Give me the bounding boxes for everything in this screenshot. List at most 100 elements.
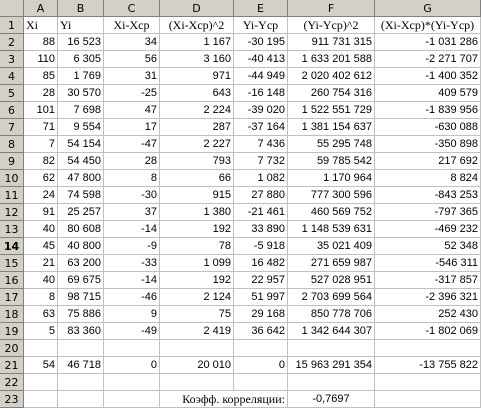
cell-d10[interactable]: 66: [160, 170, 234, 187]
cell-f16[interactable]: 527 028 951: [288, 272, 375, 289]
cell-f21[interactable]: 15 963 291 354: [288, 357, 375, 374]
cell-g11[interactable]: -843 253: [375, 187, 481, 204]
cell-f9[interactable]: 59 785 542: [288, 153, 375, 170]
cell-b10[interactable]: 47 800: [58, 170, 104, 187]
cell-g16[interactable]: -317 857: [375, 272, 481, 289]
cell-f5[interactable]: 260 754 316: [288, 85, 375, 102]
cell-e10[interactable]: 1 082: [234, 170, 288, 187]
select-all-corner[interactable]: [0, 0, 24, 17]
cell-d15[interactable]: 1 099: [160, 255, 234, 272]
cell-d16[interactable]: 192: [160, 272, 234, 289]
cell-g4[interactable]: -1 400 352: [375, 68, 481, 85]
cell-g22[interactable]: [375, 374, 481, 391]
cell-b8[interactable]: 54 154: [58, 136, 104, 153]
cell-b5[interactable]: 30 570: [58, 85, 104, 102]
cell-e1[interactable]: Yi-Yср: [234, 17, 288, 34]
cell-a7[interactable]: 71: [24, 119, 58, 136]
cell-g23[interactable]: [375, 391, 481, 408]
cell-b12[interactable]: 25 257: [58, 204, 104, 221]
cell-e15[interactable]: 16 482: [234, 255, 288, 272]
cell-b13[interactable]: 80 608: [58, 221, 104, 238]
cell-c22[interactable]: [104, 374, 160, 391]
cell-a23[interactable]: [24, 391, 58, 408]
cell-f12[interactable]: 460 569 752: [288, 204, 375, 221]
cell-a11[interactable]: 24: [24, 187, 58, 204]
cell-a10[interactable]: 62: [24, 170, 58, 187]
cell-a21[interactable]: 54: [24, 357, 58, 374]
cell-e14[interactable]: -5 918: [234, 238, 288, 255]
row-header-5[interactable]: 5: [0, 85, 24, 102]
cell-d14[interactable]: 78: [160, 238, 234, 255]
cell-a1[interactable]: Xi: [24, 17, 58, 34]
row-header-17[interactable]: 17: [0, 289, 24, 306]
row-header-21[interactable]: 21: [0, 357, 24, 374]
cell-e9[interactable]: 7 732: [234, 153, 288, 170]
cell-c2[interactable]: 34: [104, 34, 160, 51]
cell-d3[interactable]: 3 160: [160, 51, 234, 68]
cell-c12[interactable]: 37: [104, 204, 160, 221]
cell-g6[interactable]: -1 839 956: [375, 102, 481, 119]
cell-e16[interactable]: 22 957: [234, 272, 288, 289]
column-header-e[interactable]: E: [234, 0, 288, 17]
cell-d9[interactable]: 793: [160, 153, 234, 170]
cell-f19[interactable]: 1 342 644 307: [288, 323, 375, 340]
row-header-15[interactable]: 15: [0, 255, 24, 272]
cell-g2[interactable]: -1 031 286: [375, 34, 481, 51]
cell-f18[interactable]: 850 778 706: [288, 306, 375, 323]
cell-f2[interactable]: 911 731 315: [288, 34, 375, 51]
cell-c11[interactable]: -30: [104, 187, 160, 204]
cell-g9[interactable]: 217 692: [375, 153, 481, 170]
cell-c1[interactable]: Xi-Xср: [104, 17, 160, 34]
cell-f13[interactable]: 1 148 539 631: [288, 221, 375, 238]
cell-e17[interactable]: 51 997: [234, 289, 288, 306]
row-header-9[interactable]: 9: [0, 153, 24, 170]
cell-c21[interactable]: 0: [104, 357, 160, 374]
cell-e21[interactable]: 0: [234, 357, 288, 374]
cell-b23[interactable]: [58, 391, 104, 408]
column-header-b[interactable]: B: [58, 0, 104, 17]
cell-a4[interactable]: 85: [24, 68, 58, 85]
cell-e20[interactable]: [234, 340, 288, 357]
cell-f10[interactable]: 1 170 964: [288, 170, 375, 187]
cell-f7[interactable]: 1 381 154 637: [288, 119, 375, 136]
column-header-a[interactable]: A: [24, 0, 58, 17]
cell-c6[interactable]: 47: [104, 102, 160, 119]
cell-d21[interactable]: 20 010: [160, 357, 234, 374]
cell-c23[interactable]: [104, 391, 160, 408]
column-header-d[interactable]: D: [160, 0, 234, 17]
cell-b1[interactable]: Yi: [58, 17, 104, 34]
cell-d11[interactable]: 915: [160, 187, 234, 204]
cell-e7[interactable]: -37 164: [234, 119, 288, 136]
cell-b14[interactable]: 40 800: [58, 238, 104, 255]
cell-d1[interactable]: (Xi-Xср)^2: [160, 17, 234, 34]
cell-g17[interactable]: -2 396 321: [375, 289, 481, 306]
cell-d22[interactable]: [160, 374, 234, 391]
cell-c9[interactable]: 28: [104, 153, 160, 170]
cell-f11[interactable]: 777 300 596: [288, 187, 375, 204]
row-header-4[interactable]: 4: [0, 68, 24, 85]
row-header-7[interactable]: 7: [0, 119, 24, 136]
cell-a8[interactable]: 7: [24, 136, 58, 153]
cell-c10[interactable]: 8: [104, 170, 160, 187]
cell-e3[interactable]: -40 413: [234, 51, 288, 68]
cell-f22[interactable]: [288, 374, 375, 391]
row-header-14[interactable]: 14: [0, 238, 24, 255]
cell-f20[interactable]: [288, 340, 375, 357]
cell-a17[interactable]: 8: [24, 289, 58, 306]
cell-a9[interactable]: 82: [24, 153, 58, 170]
cell-c19[interactable]: -49: [104, 323, 160, 340]
column-header-c[interactable]: C: [104, 0, 160, 17]
cell-c20[interactable]: [104, 340, 160, 357]
cell-d8[interactable]: 2 227: [160, 136, 234, 153]
cell-b11[interactable]: 74 598: [58, 187, 104, 204]
cell-b19[interactable]: 83 360: [58, 323, 104, 340]
cell-d6[interactable]: 2 224: [160, 102, 234, 119]
row-header-20[interactable]: 20: [0, 340, 24, 357]
cell-d19[interactable]: 2 419: [160, 323, 234, 340]
cell-a3[interactable]: 110: [24, 51, 58, 68]
cell-c7[interactable]: 17: [104, 119, 160, 136]
row-header-6[interactable]: 6: [0, 102, 24, 119]
cell-a6[interactable]: 101: [24, 102, 58, 119]
cell-c3[interactable]: 56: [104, 51, 160, 68]
cell-b2[interactable]: 16 523: [58, 34, 104, 51]
